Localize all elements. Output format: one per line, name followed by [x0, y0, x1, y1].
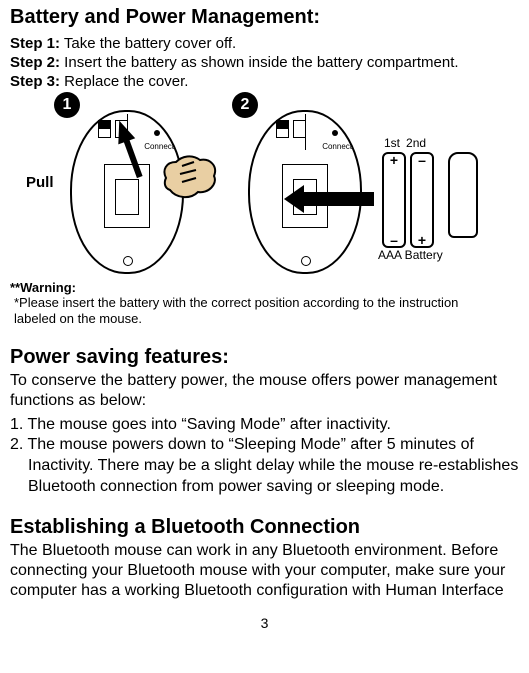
aaa-battery-label: AAA Battery — [378, 248, 443, 262]
hand-icon — [160, 150, 222, 202]
second-label: 2nd — [406, 136, 426, 150]
step-1-text: Take the battery cover off. — [60, 35, 236, 52]
heading-bluetooth: Establishing a Bluetooth Connection — [10, 516, 519, 539]
battery-slot-icon — [104, 164, 150, 228]
pull-label: Pull — [26, 174, 54, 191]
connect-dot-icon — [332, 130, 338, 136]
insert-arrow-icon — [302, 192, 374, 206]
switch-icon — [276, 120, 306, 138]
battery-1-icon: + – — [382, 152, 406, 248]
step-1: Step 1: Take the battery cover off. — [10, 35, 519, 52]
diagram-area: 1 Connect Pull 2 Connect 1st — [10, 96, 520, 276]
battery-2-icon: – + — [410, 152, 434, 248]
connect-label: Connect — [322, 142, 352, 151]
first-label: 1st — [384, 136, 400, 150]
battery-pair: + – – + — [382, 152, 434, 248]
step-badge-1: 1 — [54, 92, 80, 118]
polarity-minus-icon: – — [412, 152, 432, 168]
step-badge-2: 2 — [232, 92, 258, 118]
page-number: 3 — [10, 615, 519, 631]
step-3: Step 3: Replace the cover. — [10, 73, 519, 90]
polarity-plus-icon: + — [412, 232, 432, 248]
step-3-label: Step 3: — [10, 73, 60, 90]
step-2-text: Insert the battery as shown inside the b… — [60, 54, 459, 71]
power-saving-item-1: 1. The mouse goes into “Saving Mode” aft… — [10, 415, 519, 436]
step-2: Step 2: Insert the battery as shown insi… — [10, 54, 519, 71]
heading-power-saving: Power saving features: — [10, 346, 519, 369]
polarity-plus-icon: + — [384, 152, 404, 168]
warning-body: *Please insert the battery with the corr… — [10, 295, 519, 328]
manual-page: Battery and Power Management: Step 1: Ta… — [0, 0, 529, 641]
screw-hole-icon — [301, 256, 311, 266]
polarity-minus-icon: – — [384, 232, 404, 248]
screw-hole-icon — [123, 256, 133, 266]
bluetooth-body: The Bluetooth mouse can work in any Blue… — [10, 541, 519, 601]
step-2-label: Step 2: — [10, 54, 60, 71]
warning-heading: **Warning: — [10, 280, 519, 295]
power-saving-item-2: 2. The mouse powers down to “Sleeping Mo… — [10, 435, 519, 497]
heading-battery-power: Battery and Power Management: — [10, 6, 519, 29]
battery-cover-icon — [448, 152, 478, 238]
step-1-label: Step 1: — [10, 35, 60, 52]
step-3-text: Replace the cover. — [60, 73, 188, 90]
connect-dot-icon — [154, 130, 160, 136]
power-saving-intro: To conserve the battery power, the mouse… — [10, 371, 519, 411]
battery-order-labels: 1st 2nd — [384, 136, 426, 150]
